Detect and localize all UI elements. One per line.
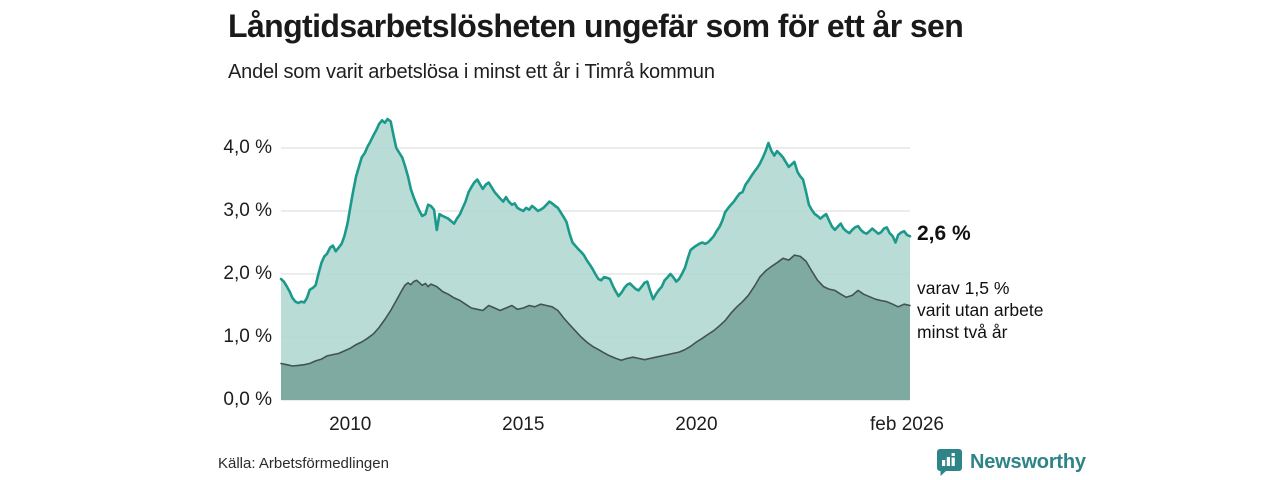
secondary-series-note-line: varit utan arbete xyxy=(917,300,1044,320)
x-axis-tick-label: 2010 xyxy=(329,414,372,435)
source-credit: Källa: Arbetsförmedlingen xyxy=(218,455,389,472)
x-axis-tick-label: 2015 xyxy=(502,414,545,435)
y-axis-tick-label: 0,0 % xyxy=(223,389,272,410)
x-axis-tick-label: 2020 xyxy=(675,414,718,435)
y-axis-tick-label: 1,0 % xyxy=(223,326,272,347)
total-unemployment-line xyxy=(279,117,912,305)
secondary-series-note-line: varav 1,5 % xyxy=(917,278,1010,298)
page-title: Långtidsarbetslösheten ungefär som för e… xyxy=(228,8,964,44)
y-axis-tick-label: 4,0 % xyxy=(223,137,272,158)
newsworthy-brand-link[interactable]: Newsworthy xyxy=(936,448,1086,477)
x-axis-tick-label: feb 2026 xyxy=(870,414,944,435)
two-year-unemployment-line xyxy=(280,254,911,367)
secondary-series-note-line: minst två år xyxy=(917,322,1008,342)
y-axis-tick-label: 3,0 % xyxy=(223,200,272,221)
page-subtitle: Andel som varit arbetslösa i minst ett å… xyxy=(228,61,715,83)
newsworthy-brand-name: Newsworthy xyxy=(970,451,1086,473)
two-year-unemployment-area xyxy=(281,255,910,400)
latest-value-label: 2,6 % xyxy=(917,222,971,245)
secondary-series-note: varav 1,5 % varit utan arbete minst två … xyxy=(917,277,1043,343)
y-axis-tick-label: 2,0 % xyxy=(223,263,272,284)
newsworthy-icon xyxy=(937,449,962,476)
